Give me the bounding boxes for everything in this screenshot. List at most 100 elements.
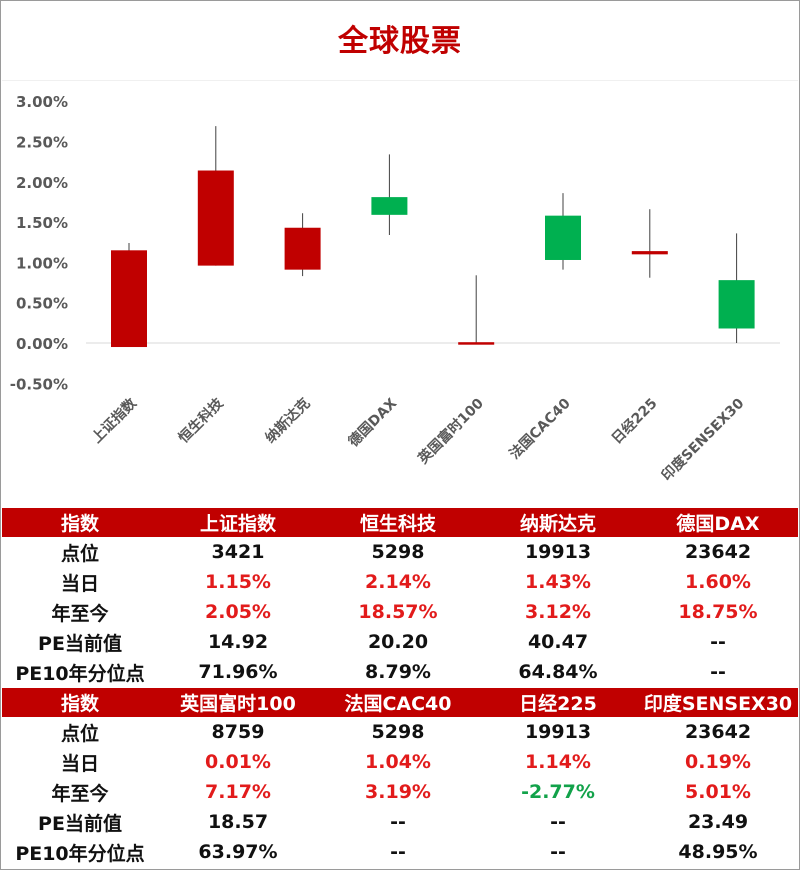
header-cell: 恒生科技 xyxy=(318,508,478,537)
value-cell: 23.49 xyxy=(687,811,749,833)
header-cell: 日经225 xyxy=(478,688,638,717)
value-cell: 23642 xyxy=(684,721,752,743)
y-tick-label: 1.50% xyxy=(16,214,68,232)
candle-body xyxy=(458,342,495,345)
value-cell: 1.60% xyxy=(685,571,751,593)
y-tick-label: 0.00% xyxy=(16,335,68,353)
row-label: PE当前值 xyxy=(38,812,122,835)
candle-body xyxy=(111,250,147,348)
index-table-2: 指数 英国富时100 法国CAC40 日经225 印度SENSEX30 点位 8759 529… xyxy=(2,688,798,867)
row-label: 点位 xyxy=(60,542,99,565)
table-row: PE10年分位点 63.97% -- -- 48.95% xyxy=(2,837,798,867)
table-header-row: 指数 上证指数 恒生科技 纳斯达克 德国DAX xyxy=(2,508,798,537)
index-table-1: 指数 上证指数 恒生科技 纳斯达克 德国DAX 点位 3421 5298 19913 23642 当… xyxy=(2,508,798,687)
value-cell: 5298 xyxy=(371,721,425,743)
value-cell: 1.04% xyxy=(365,751,431,773)
candle-body xyxy=(718,280,755,329)
value-cell: 3.12% xyxy=(525,601,591,623)
value-cell: 8759 xyxy=(211,721,265,743)
value-cell: -- xyxy=(710,661,726,683)
value-cell: 20.20 xyxy=(367,631,429,653)
value-cell: 7.17% xyxy=(205,781,271,803)
page-title: 全球股票 xyxy=(338,24,462,59)
table-row: PE当前值 18.57 -- -- 23.49 xyxy=(2,807,798,837)
value-cell: 1.14% xyxy=(525,751,591,773)
value-cell: -- xyxy=(550,811,566,833)
header-cell: 法国CAC40 xyxy=(318,688,478,717)
value-cell: 5298 xyxy=(371,541,425,563)
value-cell: 1.43% xyxy=(525,571,591,593)
value-cell: 18.57 xyxy=(207,811,269,833)
value-cell: 14.92 xyxy=(207,631,269,653)
row-label: 当日 xyxy=(60,572,99,595)
value-cell: 63.97% xyxy=(198,841,278,863)
value-cell: 19913 xyxy=(524,721,592,743)
value-cell: 2.05% xyxy=(205,601,271,623)
x-tick-label: 上证指数 xyxy=(88,394,140,446)
row-label: PE10年分位点 xyxy=(15,842,145,865)
value-cell: -2.77% xyxy=(521,781,595,803)
row-label: 当日 xyxy=(60,752,99,775)
value-cell: -- xyxy=(390,841,406,863)
x-tick-label: 德国DAX xyxy=(345,395,400,450)
value-cell: 40.47 xyxy=(527,631,589,653)
value-cell: -- xyxy=(390,811,406,833)
header-cell: 英国富时100 xyxy=(158,688,318,717)
x-tick-label: 日经225 xyxy=(608,395,660,447)
header-cell: 上证指数 xyxy=(158,508,318,537)
table-row: PE当前值 14.92 20.20 40.47 -- xyxy=(2,627,798,657)
header-cell: 指数 xyxy=(2,508,158,537)
row-label: 点位 xyxy=(60,722,99,745)
y-tick-label: 3.00% xyxy=(16,93,68,111)
row-label: PE当前值 xyxy=(38,632,122,655)
value-cell: 8.79% xyxy=(365,661,431,683)
row-label: 年至今 xyxy=(51,602,109,625)
value-cell: 23642 xyxy=(684,541,752,563)
candle-body xyxy=(631,251,668,255)
header-cell: 德国DAX xyxy=(638,508,798,537)
table-row: 点位 3421 5298 19913 23642 xyxy=(2,537,798,567)
divider xyxy=(2,80,798,81)
x-tick-label: 印度SENSEX30 xyxy=(658,395,747,484)
x-tick-label: 英国富时100 xyxy=(414,395,487,468)
value-cell: 0.01% xyxy=(205,751,271,773)
candle-body xyxy=(545,215,581,260)
x-tick-label: 恒生科技 xyxy=(175,394,227,446)
y-tick-label: 2.50% xyxy=(16,134,68,152)
header-cell: 纳斯达克 xyxy=(478,508,638,537)
candle-body xyxy=(197,170,234,266)
table-row: 点位 8759 5298 19913 23642 xyxy=(2,717,798,747)
table-row: 当日 0.01% 1.04% 1.14% 0.19% xyxy=(2,747,798,777)
value-cell: 2.14% xyxy=(365,571,431,593)
value-cell: 64.84% xyxy=(518,661,598,683)
candle-body xyxy=(284,227,321,270)
value-cell: 18.75% xyxy=(678,601,758,623)
value-cell: -- xyxy=(710,631,726,653)
candle-body xyxy=(371,197,408,215)
table-row: 年至今 7.17% 3.19% -2.77% 5.01% xyxy=(2,777,798,807)
header-cell: 印度SENSEX30 xyxy=(638,688,798,717)
row-label: 年至今 xyxy=(51,782,109,805)
y-tick-label: -0.50% xyxy=(10,375,68,393)
table-row: 当日 1.15% 2.14% 1.43% 1.60% xyxy=(2,567,798,597)
y-tick-label: 0.50% xyxy=(16,295,68,313)
value-cell: 19913 xyxy=(524,541,592,563)
value-cell: 3.19% xyxy=(365,781,431,803)
value-cell: 0.19% xyxy=(685,751,751,773)
value-cell: -- xyxy=(550,841,566,863)
x-tick-label: 纳斯达克 xyxy=(262,395,314,447)
value-cell: 5.01% xyxy=(685,781,751,803)
x-tick-label: 法国CAC40 xyxy=(506,395,574,463)
y-tick-label: 2.00% xyxy=(16,174,68,192)
table-row: 年至今 2.05% 18.57% 3.12% 18.75% xyxy=(2,597,798,627)
candlestick-chart: 3.00% 2.50% 2.00% 1.50% 1.00% 0.50% 0.00% -0.50… xyxy=(10,93,780,484)
value-cell: 71.96% xyxy=(198,661,278,683)
value-cell: 3421 xyxy=(211,541,265,563)
table-header-row: 指数 英国富时100 法国CAC40 日经225 印度SENSEX30 xyxy=(2,688,798,717)
header-cell: 指数 xyxy=(2,688,158,717)
y-tick-label: 1.00% xyxy=(16,254,68,272)
row-label: PE10年分位点 xyxy=(15,662,145,685)
value-cell: 1.15% xyxy=(205,571,271,593)
value-cell: 48.95% xyxy=(678,841,758,863)
table-row: PE10年分位点 71.96% 8.79% 64.84% -- xyxy=(2,657,798,687)
